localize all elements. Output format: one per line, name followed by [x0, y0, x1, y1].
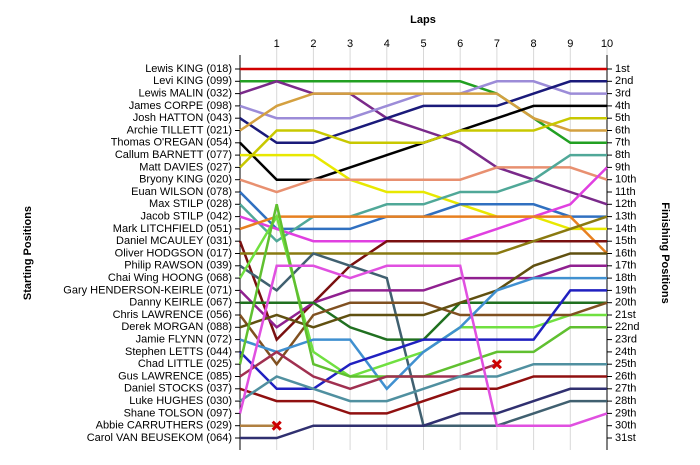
- finish-label: 29th: [615, 407, 636, 419]
- driver-label: Chai Wing HOONG (068): [108, 272, 232, 284]
- driver-line: [239, 252, 607, 329]
- x-tick-label: 8: [531, 38, 537, 50]
- driver-label: Matt DAVIES (027): [139, 161, 232, 173]
- driver-label: Lewis KING (018): [145, 63, 232, 75]
- finish-label: 12th: [615, 198, 636, 210]
- finish-label: 22nd: [615, 321, 639, 333]
- finish-label: 16th: [615, 247, 636, 259]
- driver-label: Mark LITCHFIELD (051): [113, 223, 232, 235]
- x-tick-label: 3: [347, 38, 353, 50]
- x-tick-label: 6: [457, 38, 463, 50]
- driver-label: Abbie CARRUTHERS (029): [96, 420, 232, 432]
- finish-label: 24th: [615, 346, 636, 358]
- driver-line: [239, 350, 498, 391]
- driver-label: Jamie FLYNN (072): [136, 334, 232, 346]
- finish-label: 10th: [615, 174, 636, 186]
- driver-label: Callum BARNETT (077): [115, 149, 232, 161]
- retired-marker: [491, 359, 502, 370]
- driver-label: Lewis MALIN (032): [138, 88, 232, 100]
- finish-label: 4th: [615, 100, 630, 112]
- driver-label: Archie TILLETT (021): [127, 124, 232, 136]
- driver-line: [239, 289, 607, 391]
- driver-label: Danny KEIRLE (067): [129, 297, 232, 309]
- driver-line: [239, 79, 608, 206]
- finish-label: 25th: [615, 358, 636, 370]
- chart-title: Laps: [410, 14, 436, 26]
- x-tick-label: 2: [310, 38, 316, 50]
- finish-label: 19th: [615, 284, 636, 296]
- finish-label: 7th: [615, 137, 630, 149]
- finish-label: 5th: [615, 112, 630, 124]
- retired-marker: [271, 420, 282, 431]
- driver-label: Chris LAWRENCE (056): [113, 309, 232, 321]
- finish-label: 27th: [615, 383, 636, 395]
- finish-label: 11th: [615, 186, 636, 198]
- finish-label: 26th: [615, 370, 636, 382]
- driver-line: [239, 92, 607, 132]
- driver-label: Gus LAWRENCE (085): [118, 370, 232, 382]
- driver-line: [238, 264, 608, 427]
- driver-label: Bryony KING (020): [139, 174, 232, 186]
- finish-label: 15th: [615, 235, 636, 247]
- finish-label: 9th: [615, 161, 630, 173]
- driver-label: Josh HATTON (043): [133, 112, 232, 124]
- x-tick-label: 5: [420, 38, 426, 50]
- driver-label: James CORPE (098): [129, 100, 232, 112]
- driver-label: Thomas O'REGAN (054): [111, 137, 232, 149]
- driver-line: [239, 166, 608, 194]
- driver-label: Luke HUGHES (030): [129, 395, 232, 407]
- driver-line: [239, 153, 607, 243]
- finish-label: 3rd: [615, 88, 631, 100]
- finish-label: 20th: [615, 297, 636, 309]
- x-tick-label: 7: [494, 38, 500, 50]
- x-tick-label: 1: [274, 38, 280, 50]
- driver-label: Derek MORGAN (088): [121, 321, 232, 333]
- driver-label: Max STILP (028): [149, 198, 232, 210]
- y-axis-label: Starting Positions: [22, 206, 34, 300]
- driver-label: Shane TOLSON (097): [124, 407, 232, 419]
- driver-label: Philip RAWSON (039): [124, 260, 232, 272]
- x-tick-label: 9: [567, 38, 573, 50]
- driver-line: [239, 276, 607, 391]
- driver-label: Oliver HODGSON (017): [115, 247, 232, 259]
- driver-label: Stephen LETTS (044): [125, 346, 232, 358]
- finish-label: 6th: [615, 124, 630, 136]
- driver-label: Gary HENDERSON-KEIRLE (071): [63, 284, 232, 296]
- finish-label: 14th: [615, 223, 636, 235]
- finish-label: 31st: [615, 432, 636, 444]
- finish-label: 1st: [615, 63, 630, 75]
- finish-label: 17th: [615, 260, 636, 272]
- driver-line: [239, 362, 607, 403]
- finish-label: 13th: [615, 211, 636, 223]
- driver-label: Euan WILSON (078): [131, 186, 232, 198]
- finish-label: 21st: [615, 309, 636, 321]
- driver-label: Daniel STOCKS (037): [124, 383, 232, 395]
- finish-label: 28th: [615, 395, 636, 407]
- finish-label: 23rd: [615, 334, 637, 346]
- driver-label: Levi KING (099): [153, 75, 232, 87]
- finish-label: 8th: [615, 149, 630, 161]
- x-tick-label: 4: [384, 38, 390, 50]
- driver-label: Jacob STILP (042): [140, 211, 232, 223]
- driver-line: [240, 215, 608, 255]
- x-tick-label: 10: [601, 38, 613, 50]
- driver-label: Carol VAN BEUSEKOM (064): [87, 432, 232, 444]
- driver-label: Chad LITTLE (025): [138, 358, 232, 370]
- y2-axis-label: Finishing Positions: [659, 202, 671, 303]
- driver-line: [240, 387, 607, 440]
- finish-label: 30th: [615, 420, 636, 432]
- driver-line: [239, 116, 607, 169]
- driver-label: Daniel MCAULEY (031): [116, 235, 232, 247]
- driver-line: [240, 153, 607, 231]
- driver-line: [239, 215, 608, 255]
- driver-line: [239, 375, 607, 415]
- finish-label: 2nd: [615, 75, 633, 87]
- driver-line: [239, 80, 607, 145]
- finish-label: 18th: [615, 272, 636, 284]
- driver-line: [238, 301, 608, 367]
